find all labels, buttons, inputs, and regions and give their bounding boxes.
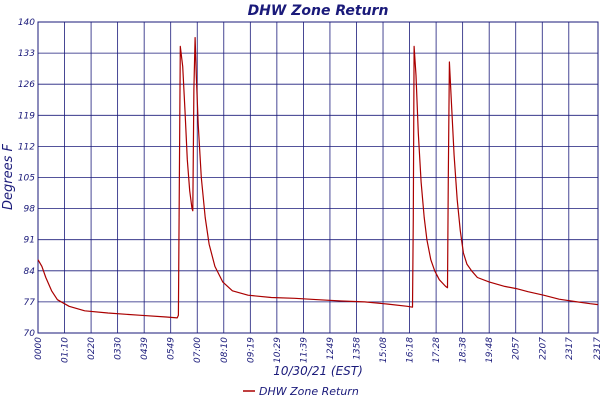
x-tick-label: 08:10 — [220, 337, 230, 363]
y-tick-label: 133 — [18, 49, 35, 59]
y-tick-label: 126 — [18, 80, 35, 90]
y-tick-label: 70 — [24, 329, 36, 339]
y-axis-label: Degrees F — [1, 143, 16, 210]
series-layer — [37, 36, 599, 319]
x-tick-label: 01:10 — [61, 337, 71, 363]
x-tick-label: 0330 — [114, 337, 124, 360]
x-tick-label: 16:18 — [406, 337, 416, 363]
x-tick-label: 09:19 — [246, 337, 256, 363]
x-tick-label: 07:00 — [193, 337, 203, 363]
y-tick-label: 77 — [24, 298, 36, 308]
x-axis-ticks: 0000 01:10 0220 0330 0439 0549 07:00 08:10 09:19… — [34, 337, 600, 363]
x-tick-label: 2317 — [565, 337, 575, 360]
legend-label: DHW Zone Return — [259, 385, 359, 398]
y-axis-ticks: 140 133 126 119 112 105 98 91 84 77 70 — [18, 18, 35, 339]
x-axis-label: 10/30/21 (EST) — [273, 364, 363, 378]
x-tick-label: 11:39 — [299, 337, 309, 363]
x-tick-label: 15:08 — [379, 337, 389, 363]
x-tick-label: 10:29 — [273, 337, 283, 363]
x-tick-label: 17:28 — [432, 337, 442, 363]
x-tick-label: 2207 — [538, 337, 548, 360]
x-tick-label: 0000 — [34, 337, 44, 360]
x-tick-label: 0439 — [140, 337, 150, 360]
chart-title: DHW Zone Return — [248, 3, 389, 19]
grid-lines — [38, 22, 598, 333]
x-tick-label: 2057 — [512, 337, 522, 360]
y-tick-label: 91 — [24, 236, 35, 246]
x-tick-label: 1358 — [352, 337, 362, 360]
legend: DHW Zone Return — [243, 385, 359, 398]
x-tick-label: 2317 — [593, 337, 600, 360]
y-tick-label: 84 — [24, 267, 36, 277]
y-tick-label: 119 — [18, 111, 35, 121]
x-tick-label: 0220 — [87, 337, 97, 360]
y-tick-label: 140 — [18, 18, 35, 28]
x-tick-label: 19:48 — [485, 337, 495, 363]
plot-area-frame — [37, 21, 599, 334]
y-tick-label: 98 — [24, 205, 36, 215]
x-tick-label: 1249 — [326, 337, 336, 360]
y-tick-label: 112 — [18, 142, 35, 152]
series-line — [37, 36, 599, 319]
x-tick-label: 0549 — [167, 337, 177, 360]
y-tick-label: 105 — [18, 174, 35, 184]
x-tick-label: 18:38 — [459, 337, 469, 363]
